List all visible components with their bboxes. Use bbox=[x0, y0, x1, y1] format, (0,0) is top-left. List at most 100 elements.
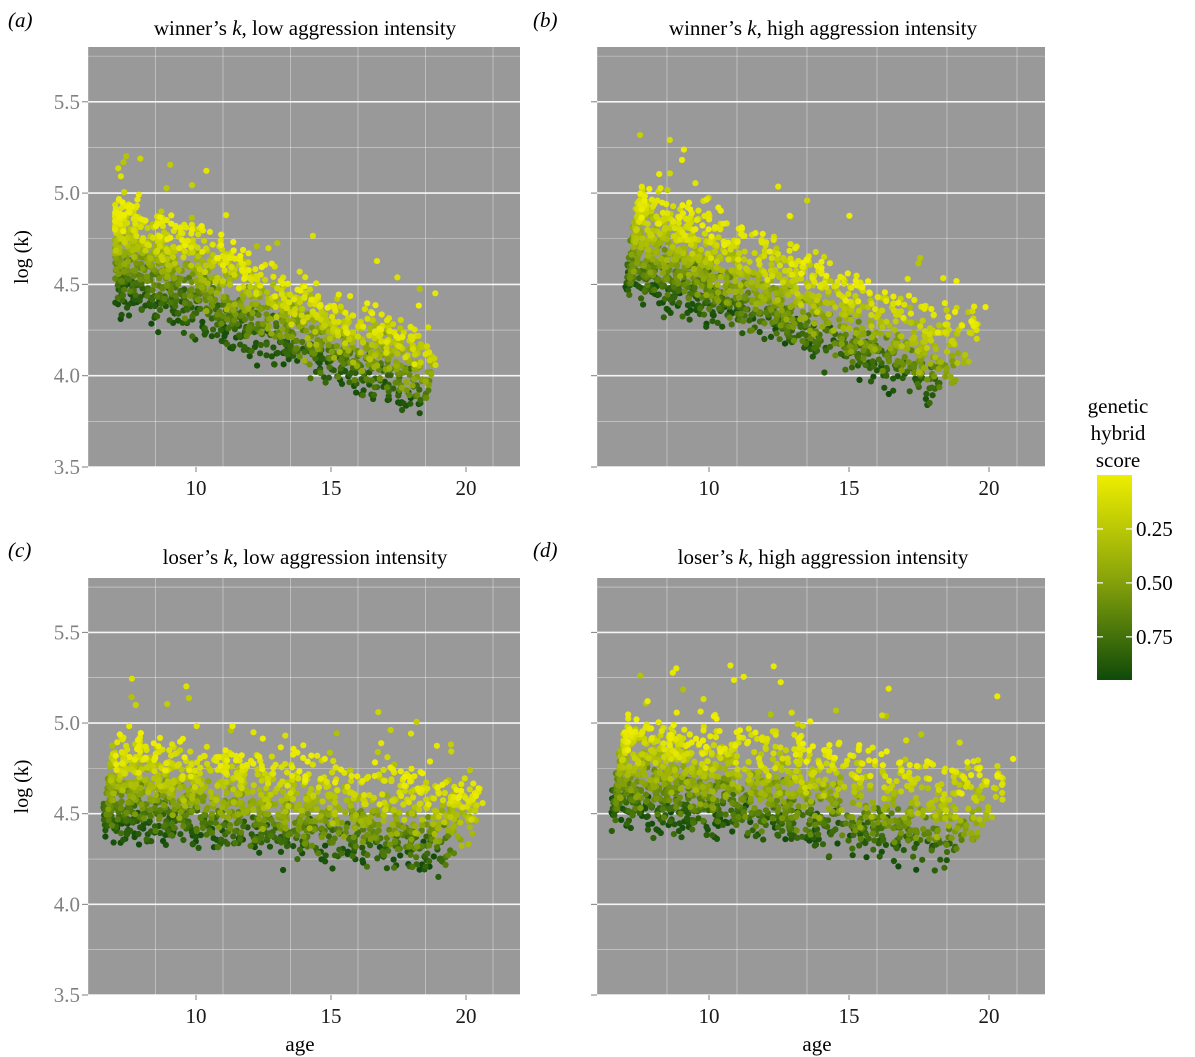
data-point bbox=[270, 344, 277, 351]
data-point bbox=[898, 333, 905, 340]
y-axis-label: log (k) bbox=[11, 230, 33, 284]
data-point bbox=[416, 410, 423, 417]
data-point bbox=[432, 290, 439, 297]
data-point bbox=[403, 387, 410, 394]
data-point bbox=[158, 208, 165, 215]
data-point bbox=[176, 245, 183, 252]
data-point bbox=[161, 295, 168, 302]
data-point bbox=[872, 306, 879, 313]
data-point bbox=[218, 804, 226, 811]
data-point bbox=[290, 745, 297, 753]
data-point bbox=[942, 329, 949, 336]
data-point bbox=[222, 747, 229, 754]
data-point bbox=[234, 791, 241, 798]
data-point bbox=[705, 226, 712, 233]
data-point bbox=[189, 792, 196, 799]
data-point bbox=[255, 320, 262, 328]
data-point bbox=[338, 850, 345, 857]
data-point bbox=[324, 304, 331, 311]
data-point bbox=[268, 353, 275, 360]
data-point bbox=[306, 286, 314, 293]
data-point bbox=[175, 281, 182, 288]
data-point bbox=[645, 252, 652, 259]
data-point bbox=[879, 307, 886, 314]
data-point bbox=[267, 791, 274, 798]
data-point bbox=[194, 244, 201, 251]
data-point bbox=[413, 718, 420, 726]
data-point bbox=[770, 236, 777, 243]
data-point bbox=[901, 301, 908, 308]
data-point bbox=[121, 260, 128, 268]
data-point bbox=[172, 303, 179, 310]
data-point bbox=[638, 214, 645, 221]
data-point bbox=[231, 301, 238, 308]
panel-d: 10 15 20(d) loser’s k, high aggression inte… bbox=[533, 538, 1045, 1056]
data-point bbox=[777, 322, 784, 329]
data-point bbox=[799, 337, 806, 345]
data-point bbox=[277, 338, 284, 345]
data-point bbox=[255, 311, 262, 319]
data-point bbox=[248, 315, 255, 322]
data-point bbox=[879, 367, 886, 374]
data-point bbox=[265, 245, 272, 252]
data-point bbox=[466, 824, 473, 831]
data-point bbox=[811, 320, 818, 327]
data-point bbox=[728, 321, 735, 328]
data-point bbox=[296, 353, 303, 360]
data-point bbox=[626, 291, 633, 298]
data-point bbox=[726, 288, 733, 295]
data-point bbox=[184, 306, 191, 313]
data-point bbox=[241, 275, 248, 282]
data-point bbox=[627, 280, 635, 287]
data-point bbox=[213, 796, 220, 804]
data-point bbox=[876, 853, 883, 860]
data-point bbox=[240, 823, 247, 830]
data-point bbox=[277, 332, 284, 339]
data-point bbox=[905, 292, 913, 299]
data-point bbox=[239, 763, 246, 770]
data-point bbox=[326, 804, 333, 812]
data-point bbox=[112, 226, 119, 233]
data-point bbox=[466, 767, 473, 774]
data-points bbox=[111, 153, 439, 417]
data-point bbox=[393, 830, 400, 837]
data-point bbox=[208, 810, 215, 817]
data-point bbox=[855, 298, 862, 305]
data-point bbox=[174, 310, 181, 317]
data-point bbox=[639, 235, 646, 242]
data-point bbox=[407, 851, 414, 858]
data-point bbox=[187, 748, 194, 755]
data-point bbox=[681, 232, 688, 239]
data-point bbox=[248, 347, 255, 355]
data-point bbox=[280, 866, 287, 874]
data-point bbox=[155, 777, 162, 784]
data-point bbox=[393, 333, 400, 340]
data-point bbox=[343, 824, 350, 831]
data-point bbox=[270, 770, 277, 777]
data-point bbox=[923, 390, 930, 397]
data-point bbox=[181, 802, 189, 809]
data-point bbox=[306, 361, 313, 368]
data-point bbox=[790, 337, 798, 344]
data-point bbox=[295, 826, 302, 833]
data-point bbox=[268, 816, 275, 824]
data-point bbox=[185, 695, 192, 702]
data-point bbox=[856, 842, 863, 849]
data-point bbox=[966, 329, 973, 336]
data-point bbox=[715, 204, 722, 211]
data-point bbox=[426, 842, 433, 849]
data-point bbox=[685, 295, 692, 302]
data-point bbox=[837, 350, 844, 357]
data-point bbox=[917, 254, 924, 262]
data-point bbox=[945, 313, 952, 320]
data-point bbox=[138, 306, 145, 313]
data-point bbox=[133, 232, 140, 239]
data-point bbox=[125, 276, 132, 283]
data-point bbox=[201, 237, 208, 244]
data-point bbox=[274, 349, 281, 356]
data-point bbox=[283, 305, 290, 312]
data-point bbox=[788, 261, 795, 268]
data-point bbox=[752, 833, 759, 840]
data-point bbox=[931, 373, 938, 380]
data-point bbox=[208, 315, 215, 322]
